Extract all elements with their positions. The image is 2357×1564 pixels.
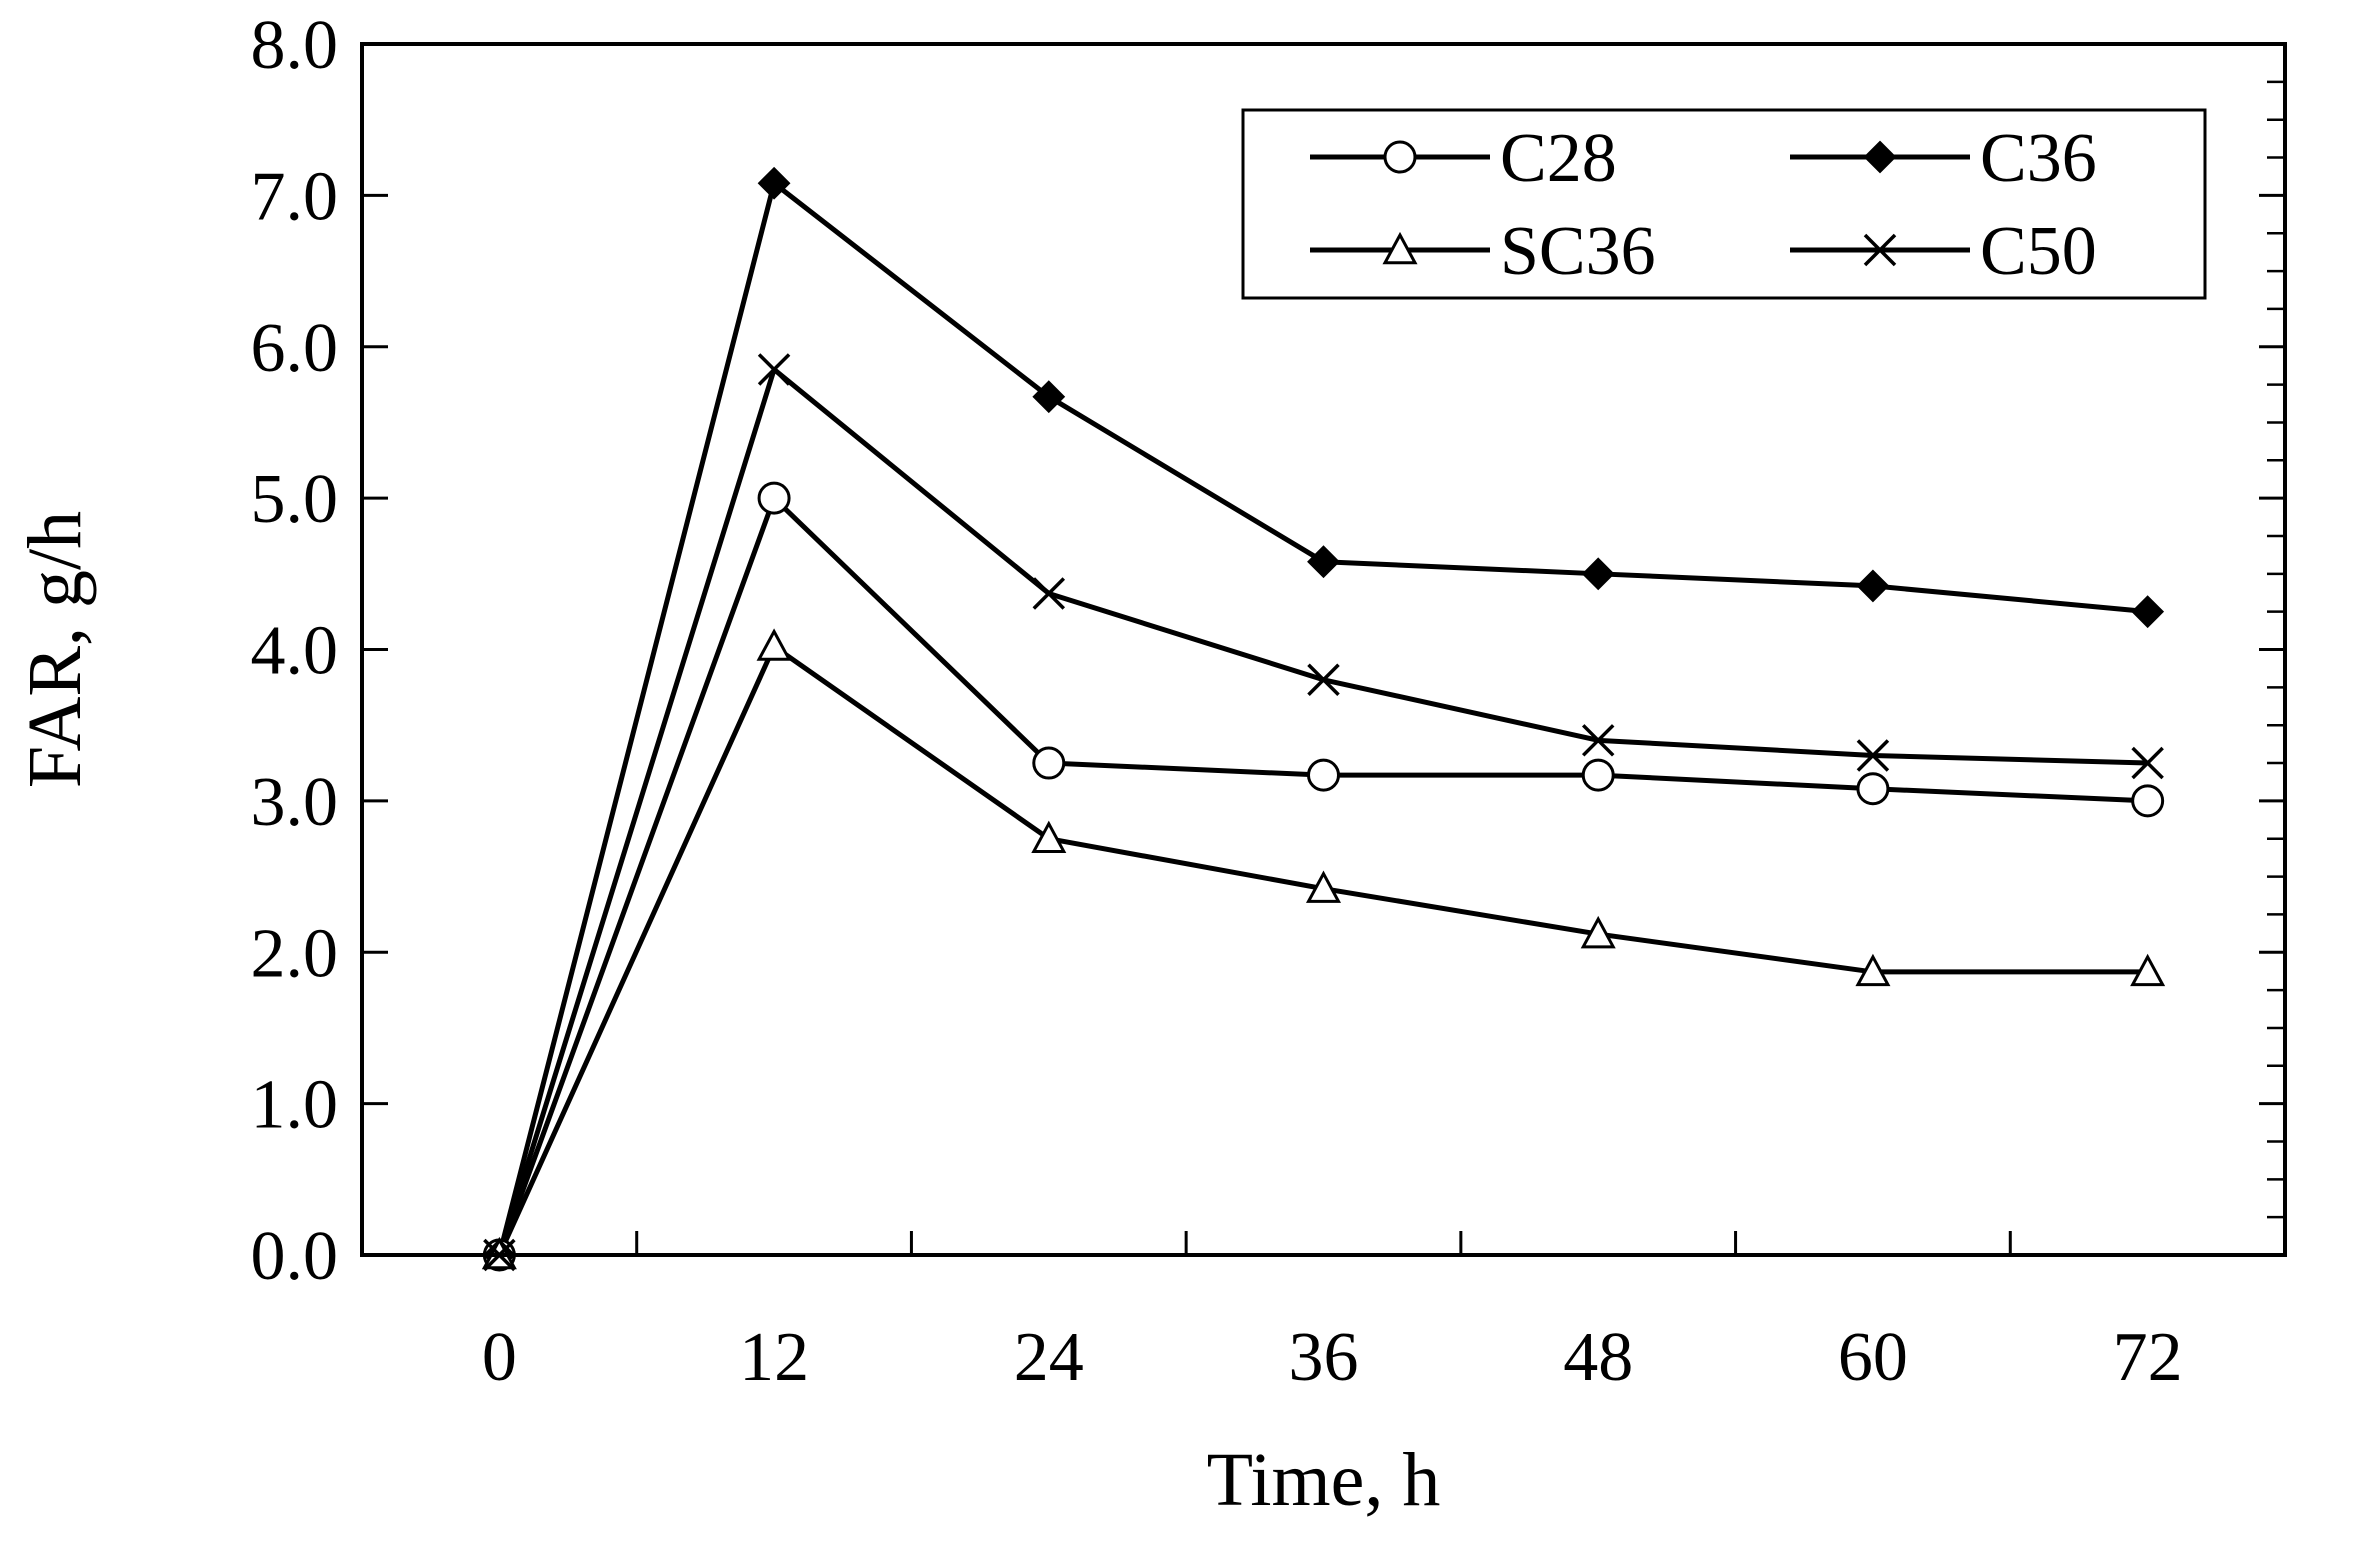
x-tick-label: 24 <box>1014 1319 1084 1396</box>
cross-stroke-b <box>757 353 791 386</box>
series-layer <box>481 166 2166 1272</box>
data-point-sc36 <box>756 628 792 661</box>
data-point-c50 <box>1032 577 1066 610</box>
y-tick-label: 6.0 <box>251 310 339 387</box>
cross-stroke-b <box>1581 724 1615 757</box>
y-axis: 0.0 1.0 2.0 3.0 4.0 5.0 6.0 7.0 8.0 <box>251 7 2285 1295</box>
data-point-c36 <box>1581 557 1615 591</box>
data-point-c28 <box>1032 746 1066 780</box>
data-point-c28 <box>757 481 791 515</box>
data-point-sc36 <box>1031 820 1067 853</box>
y-tick-label: 5.0 <box>251 461 339 538</box>
y-tick-label: 2.0 <box>251 915 339 992</box>
y-tick-label: 7.0 <box>251 158 339 235</box>
x-tick-label: 48 <box>1563 1319 1633 1396</box>
legend-label-c28: C28 <box>1500 120 1617 197</box>
y-tick-label: 4.0 <box>251 613 339 690</box>
cross-stroke-b <box>1032 577 1066 610</box>
y-axis-label: FAR, g/h <box>13 511 97 788</box>
legend-marker-c50 <box>1863 233 1897 267</box>
x-axis-label: Time, h <box>1207 1438 1441 1522</box>
legend-marker-c28 <box>1383 140 1417 174</box>
data-point-c36 <box>1032 380 1066 414</box>
x-tick-label: 60 <box>1838 1319 1908 1396</box>
data-point-c36 <box>2131 595 2165 629</box>
y-tick-label: 3.0 <box>251 764 339 841</box>
y-tick-label: 0.0 <box>251 1218 339 1295</box>
series-line-c50 <box>496 366 2148 1256</box>
data-point-c50 <box>1581 724 1615 757</box>
x-tick-label: 72 <box>2113 1319 2183 1396</box>
data-point-c28 <box>2131 784 2165 818</box>
x-tick-label: 12 <box>739 1319 809 1396</box>
data-point-c50 <box>1856 739 1890 772</box>
data-point-c36 <box>757 166 791 200</box>
legend: C28 C36 SC36 C50 <box>1241 108 2207 300</box>
legend-marker-sc36 <box>1382 231 1418 265</box>
cross-stroke-b <box>1307 663 1340 697</box>
data-point-c28 <box>1581 758 1615 792</box>
cross-stroke-b <box>1863 233 1897 267</box>
y-tick-label: 1.0 <box>251 1067 339 1144</box>
data-point-sc36 <box>1580 915 1616 949</box>
data-point-sc36 <box>1305 870 1342 903</box>
data-point-c28 <box>1856 772 1890 806</box>
data-point-c50 <box>2131 746 2164 780</box>
legend-marker-c36 <box>1863 140 1897 174</box>
x-axis: 0 12 24 36 48 60 72 <box>482 1231 2183 1396</box>
cross-stroke-b <box>2131 746 2164 780</box>
data-point-sc36 <box>2130 953 2166 987</box>
y-tick-label: 8.0 <box>251 7 339 84</box>
data-point-sc36 <box>1855 953 1891 987</box>
data-point-c28 <box>1307 758 1340 792</box>
x-tick-label: 0 <box>482 1319 517 1396</box>
legend-label-c50: C50 <box>1980 213 2097 290</box>
series-line-sc36 <box>497 643 2148 1257</box>
data-point-c36 <box>1856 569 1890 603</box>
data-point-c36 <box>1307 545 1340 579</box>
plot-area-frame <box>360 42 2287 1257</box>
series-line-c36 <box>496 180 2148 1256</box>
legend-label-sc36: SC36 <box>1500 213 1656 290</box>
legend-label-c36: C36 <box>1980 120 2097 197</box>
x-tick-label: 36 <box>1289 1319 1359 1396</box>
data-point-c50 <box>1307 663 1340 697</box>
cross-stroke-b <box>1856 739 1890 772</box>
data-point-c50 <box>757 353 791 386</box>
